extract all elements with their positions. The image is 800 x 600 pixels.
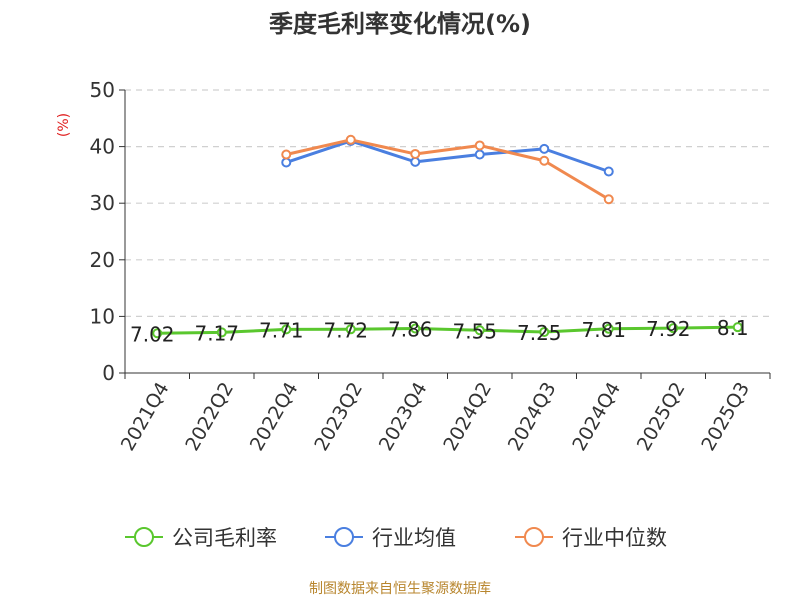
x-tick-label: 2022Q4 [246,379,303,455]
data-label: 7.55 [452,319,497,343]
data-label: 7.92 [646,317,691,341]
source-note: 制图数据来自恒生聚源数据库 [309,581,491,597]
series-line [285,139,610,173]
data-label: 7.71 [259,318,304,342]
data-label: 8.1 [717,316,749,340]
data-point [281,157,292,168]
y-axis-title: (%) [56,113,72,137]
legend-marker [524,527,544,547]
legend-marker [134,527,154,547]
data-label: 7.17 [194,321,239,345]
x-tick-label: 2023Q4 [375,379,432,455]
x-tick-label: 2021Q4 [117,379,174,455]
y-tick-label: 20 [90,248,115,272]
data-point [474,325,485,336]
y-tick-label: 50 [90,78,115,102]
data-point [216,327,227,338]
chart-title: 季度毛利率变化情况(%) [269,10,531,38]
data-point [732,322,743,333]
data-point [345,324,356,335]
series-layer [152,134,743,339]
data-point [668,323,679,334]
data-point [152,328,163,339]
data-point [474,140,485,151]
x-tick-label: 2025Q2 [633,379,690,455]
x-tick-label: 2024Q4 [568,379,625,455]
data-point [539,143,550,154]
y-tick-label: 30 [90,191,115,215]
x-tick-label: 2022Q2 [181,379,238,455]
data-point [410,323,421,334]
data-label: 7.02 [130,322,175,346]
label-layer: 7.02 7.17 7.71 7.72 7.86 7.55 7.25 7.81 7.92 8.1 [130,316,749,346]
series-line [157,325,738,335]
y-tick-label: 40 [90,135,115,159]
x-tick-label: 2024Q2 [439,379,496,455]
data-point [345,134,356,145]
data-point [410,156,421,167]
grid-layer [125,89,770,317]
data-point [410,148,421,159]
data-point [474,149,485,160]
data-point [539,326,550,337]
data-label: 7.86 [388,318,433,342]
data-point [603,166,614,177]
legend-label: 行业中位数 [562,526,667,550]
x-tick-label: 2023Q2 [310,379,367,455]
y-tick-label: 0 [102,361,115,385]
data-point [603,323,614,334]
legend-label: 公司毛利率 [172,526,277,550]
legend-marker [334,527,354,547]
data-point [539,155,550,166]
legend-layer: 公司毛利率 行业均值 行业中位数 [125,526,667,550]
data-label: 7.25 [517,321,562,345]
x-tick-label: 2024Q3 [504,379,561,455]
legend-label: 行业均值 [372,526,456,550]
data-point [281,149,292,160]
series-line [285,138,610,201]
data-label: 7.72 [323,318,368,342]
y-tick-label: 10 [90,304,115,328]
x-tick-label: 2025Q3 [697,379,754,455]
data-point [281,324,292,335]
data-label: 7.81 [581,318,626,342]
data-point [603,194,614,205]
